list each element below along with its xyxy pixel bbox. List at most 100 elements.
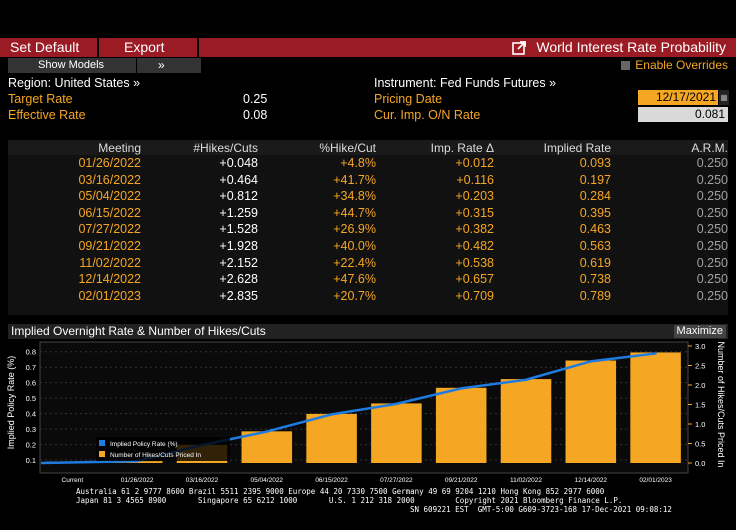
bar xyxy=(565,360,617,463)
checkbox-icon[interactable] xyxy=(621,61,631,70)
table-header: Meeting #Hikes/Cuts %Hike/Cut Imp. Rate … xyxy=(8,140,728,155)
y-left-tick-label: 0.6 xyxy=(26,379,36,388)
hikes-cuts-cell: +0.464 xyxy=(219,172,258,187)
arm-value-cell: 0.250 xyxy=(696,255,728,270)
y-left-tick-label: 0.4 xyxy=(26,410,36,419)
table-row[interactable]: 03/16/2022 +0.464 +41.7% +0.116 0.197 0.250 xyxy=(8,173,728,189)
show-models-divider xyxy=(136,58,137,73)
table-row[interactable]: 12/14/2022 +2.628 +47.6% +0.657 0.738 0.250 xyxy=(8,272,728,288)
cur-imp-rate-input[interactable]: 0.081 xyxy=(638,107,728,122)
col-meeting-header[interactable]: Meeting xyxy=(98,141,141,155)
implied-rate-cell: 0.463 xyxy=(579,222,611,237)
region-selector[interactable]: Region: United States » xyxy=(8,76,141,90)
y-left-tick-label: 0.5 xyxy=(26,394,36,403)
table-row[interactable]: 07/27/2022 +1.528 +26.9% +0.382 0.463 0.250 xyxy=(8,222,728,238)
popout-icon[interactable] xyxy=(512,40,527,55)
x-tick-label: 02/01/2023 xyxy=(639,477,672,484)
meeting-date-cell: 06/15/2022 xyxy=(78,205,141,220)
legend-swatch-rate xyxy=(99,440,105,446)
footer-session-info: SN 609221 EST GMT-5:00 G609-3723-168 17-… xyxy=(410,505,672,514)
bar xyxy=(435,387,487,463)
enable-overrides-toggle[interactable]: Enable Overrides xyxy=(621,58,728,72)
hikes-cuts-cell: +1.928 xyxy=(219,239,258,253)
col-implied-rate-header[interactable]: Implied Rate xyxy=(543,141,611,155)
implied-rate-point xyxy=(589,360,592,363)
meeting-date-cell: 11/02/2022 xyxy=(79,255,141,270)
hikes-cuts-cell: +2.628 xyxy=(219,272,258,287)
show-models-button[interactable]: Show Models » xyxy=(8,58,201,73)
implied-rate-point xyxy=(395,402,398,406)
col-arm-header[interactable]: A.R.M. xyxy=(691,141,728,155)
pricing-date-input[interactable]: 12/17/2021 xyxy=(638,90,718,105)
imp-rate-delta-cell: +0.657 xyxy=(455,272,494,287)
y-right-tick-label: 3.0 xyxy=(695,342,705,351)
enable-overrides-label: Enable Overrides xyxy=(635,58,728,72)
chart-header: Implied Overnight Rate & Number of Hikes… xyxy=(8,324,728,339)
table-row[interactable]: 09/21/2022 +1.928 +40.0% +0.482 0.563 0.250 xyxy=(8,239,728,255)
y-right-tick-label: 0.0 xyxy=(695,459,705,468)
y-right-tick-label: 1.5 xyxy=(695,401,705,410)
hikes-cuts-cell: +2.152 xyxy=(219,255,258,270)
expand-arrow-icon[interactable]: » xyxy=(158,58,165,72)
export-button[interactable]: Export xyxy=(124,39,165,55)
set-default-button[interactable]: Set Default xyxy=(10,39,80,55)
bar xyxy=(371,403,422,463)
meeting-date-cell: 05/04/2022 xyxy=(78,189,141,204)
pricing-date-value: 12/17/2021 xyxy=(655,90,716,104)
imp-rate-delta-cell: +0.482 xyxy=(455,239,494,253)
window-title-area: World Interest Rate Probability xyxy=(512,38,726,57)
legend-label-hikes: Number of Hikes/Cuts Priced In xyxy=(110,452,201,459)
col-pct-hike-header[interactable]: %Hike/Cut xyxy=(319,141,376,155)
implied-rate-point xyxy=(654,352,657,355)
target-rate-label: Target Rate xyxy=(8,92,73,106)
calendar-icon[interactable]: ▦ xyxy=(719,90,729,105)
imp-rate-delta-cell: +0.203 xyxy=(455,189,494,204)
window-title: World Interest Rate Probability xyxy=(536,39,726,55)
pct-hike-cut-cell: +22.4% xyxy=(333,255,376,270)
meeting-date-cell: 09/21/2022 xyxy=(78,239,141,253)
y-left-tick-label: 0.2 xyxy=(26,441,36,450)
effective-rate-label: Effective Rate xyxy=(8,108,86,122)
hikes-cuts-cell: +1.528 xyxy=(219,222,258,237)
toolbar-divider xyxy=(197,38,199,57)
meeting-date-cell: 12/14/2022 xyxy=(78,272,141,287)
pct-hike-cut-cell: +34.8% xyxy=(333,189,376,204)
hikes-cuts-cell: +0.048 xyxy=(219,156,258,170)
table-row[interactable]: 02/01/2023 +2.835 +20.7% +0.709 0.789 0.250 xyxy=(8,289,728,305)
imp-rate-delta-cell: +0.709 xyxy=(455,288,494,303)
arm-value-cell: 0.250 xyxy=(696,272,728,287)
arm-value-cell: 0.250 xyxy=(696,222,728,237)
table-row[interactable]: 05/04/2022 +0.812 +34.8% +0.203 0.284 0.250 xyxy=(8,189,728,205)
implied-rate-cell: 0.789 xyxy=(579,288,611,303)
col-hikes-header[interactable]: #Hikes/Cuts xyxy=(193,141,258,155)
imp-rate-delta-cell: +0.012 xyxy=(455,156,494,170)
x-tick-label: 11/02/2022 xyxy=(510,477,542,484)
effective-rate-value: 0.08 xyxy=(243,108,268,122)
implied-rate-cell: 0.563 xyxy=(579,239,611,253)
col-imp-rate-delta-header[interactable]: Imp. Rate Δ xyxy=(430,141,494,155)
show-models-label: Show Models xyxy=(38,59,105,71)
implied-rate-cell: 0.619 xyxy=(579,255,611,270)
implied-rate-cell: 0.093 xyxy=(579,156,611,170)
table-row[interactable]: 11/02/2022 +2.152 +22.4% +0.538 0.619 0.250 xyxy=(8,256,728,272)
table-row[interactable]: 06/15/2022 +1.259 +44.7% +0.315 0.395 0.250 xyxy=(8,206,728,222)
instrument-selector[interactable]: Instrument: Fed Funds Futures » xyxy=(374,76,557,90)
table-row[interactable]: 01/26/2022 +0.048 +4.8% +0.012 0.093 0.250 xyxy=(8,156,728,172)
imp-rate-delta-cell: +0.382 xyxy=(455,222,494,237)
maximize-button[interactable]: Maximize xyxy=(673,325,726,338)
arm-value-cell: 0.250 xyxy=(696,172,728,187)
y-right-tick-label: 2.0 xyxy=(695,381,705,390)
bar xyxy=(306,413,357,463)
arm-value-cell: 0.250 xyxy=(696,189,728,204)
implied-rate-point xyxy=(524,378,528,381)
y-left-tick-label: 0.7 xyxy=(26,363,36,372)
implied-rate-cell: 0.284 xyxy=(579,189,611,204)
y-right-tick-label: 2.5 xyxy=(695,362,705,371)
chart-title: Implied Overnight Rate & Number of Hikes… xyxy=(11,324,266,338)
pct-hike-cut-cell: +41.7% xyxy=(333,172,376,187)
y-left-tick-label: 0.3 xyxy=(26,425,36,434)
legend-swatch-hikes xyxy=(99,451,105,457)
x-tick-label: 06/15/2022 xyxy=(315,477,348,484)
x-tick-label: 09/21/2022 xyxy=(445,477,478,484)
pct-hike-cut-cell: +26.9% xyxy=(333,222,376,237)
